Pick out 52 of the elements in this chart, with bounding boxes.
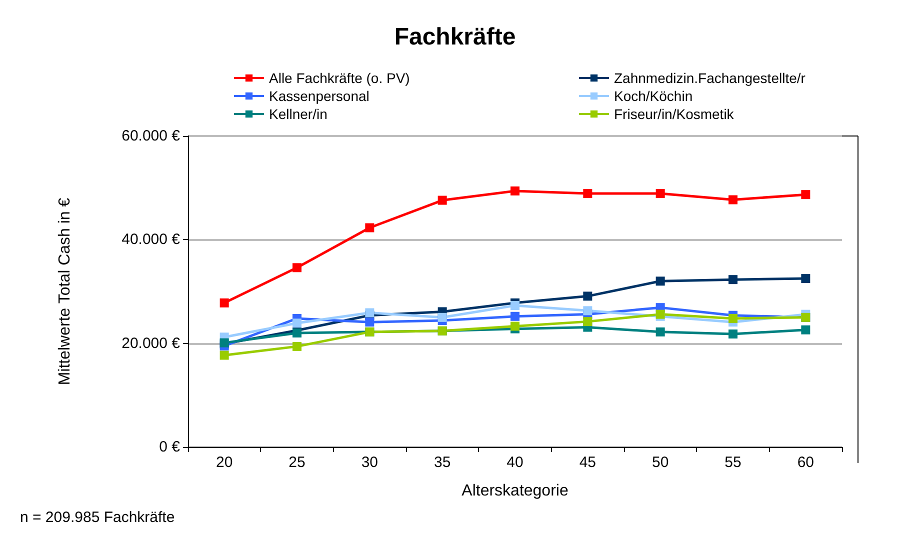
point: [728, 314, 738, 323]
legend-label: Zahnmedizin.Fachangestellte/r: [614, 70, 806, 86]
point: [583, 306, 592, 316]
x-tick-label: 50: [652, 454, 669, 471]
point: [438, 312, 447, 322]
point: [365, 318, 374, 327]
point: [583, 292, 592, 301]
point: [728, 275, 738, 284]
point: [728, 330, 738, 339]
y-axis-title: Mittelwerte Total Cash in €: [56, 198, 74, 386]
point: [365, 223, 374, 232]
point: [365, 308, 374, 318]
point: [438, 196, 447, 205]
point: [292, 318, 302, 328]
point: [583, 189, 592, 198]
legend-label: Kassenpersonal: [269, 88, 370, 104]
point: [801, 325, 810, 334]
x-tick-label: 60: [797, 454, 814, 471]
point: [801, 274, 810, 284]
x-tick-label: 40: [506, 454, 524, 471]
chart-title: Fachkräfte: [394, 24, 516, 50]
x-tick-label: 25: [288, 454, 306, 471]
point: [292, 328, 302, 338]
point: [656, 327, 665, 336]
x-axis-title: Alterskategorie: [462, 482, 568, 500]
point: [510, 322, 520, 331]
legend-label: Alle Fachkräfte (o. PV): [269, 70, 410, 86]
y-tick-label: 40.000 €: [122, 231, 181, 248]
x-tick-label: 35: [434, 454, 451, 471]
point: [728, 195, 738, 204]
legend-label: Kellner/in: [269, 106, 328, 122]
x-tick-label: 55: [724, 454, 742, 471]
point: [583, 317, 592, 326]
text: n = 209.985 Fachkräfte: [20, 509, 175, 526]
point: [292, 342, 302, 351]
point: [510, 300, 520, 310]
point: [292, 263, 302, 272]
legend-label: Friseur/in/Kosmetik: [614, 106, 735, 122]
point: [510, 186, 520, 196]
point: [510, 312, 520, 321]
x-tick-label: 20: [216, 454, 233, 471]
point: [656, 189, 665, 198]
x-tick-label: 45: [579, 454, 596, 471]
legend-label: Koch/Köchin: [614, 88, 693, 104]
point: [801, 190, 810, 200]
y-tick-label: 0 €: [159, 438, 181, 456]
x-tick-label: 30: [361, 454, 378, 471]
point: [220, 350, 229, 360]
y-tick-label: 60.000 €: [122, 128, 181, 144]
y-tick-label: 20.000 €: [122, 334, 181, 352]
point: [220, 298, 229, 308]
point: [656, 276, 665, 286]
